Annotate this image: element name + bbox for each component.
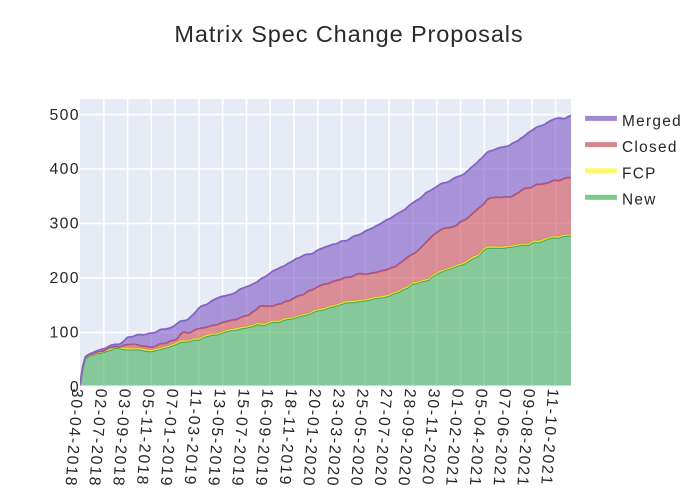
svg-text:Merged: Merged (622, 113, 682, 130)
svg-text:13-05-2019: 13-05-2019 (204, 388, 228, 488)
svg-text:16-09-2019: 16-09-2019 (252, 388, 276, 488)
svg-text:400: 400 (49, 161, 80, 178)
svg-text:07-01-2019: 07-01-2019 (157, 388, 181, 488)
svg-text:09-08-2021: 09-08-2021 (513, 388, 537, 488)
svg-text:200: 200 (49, 270, 80, 287)
svg-text:28-09-2020: 28-09-2020 (394, 388, 418, 488)
svg-text:05-04-2021: 05-04-2021 (466, 388, 490, 488)
svg-text:New: New (622, 192, 657, 209)
svg-text:11-03-2019: 11-03-2019 (180, 388, 204, 487)
svg-text:30-04-2018: 30-04-2018 (62, 388, 86, 488)
svg-text:Closed: Closed (622, 139, 678, 156)
svg-text:Matrix Spec Change Proposals: Matrix Spec Change Proposals (174, 21, 523, 47)
svg-text:11-10-2021: 11-10-2021 (537, 388, 561, 487)
svg-text:30-11-2020: 30-11-2020 (418, 388, 442, 487)
svg-text:15-07-2019: 15-07-2019 (228, 388, 252, 488)
svg-text:300: 300 (49, 216, 80, 233)
svg-text:03-09-2018: 03-09-2018 (109, 388, 133, 488)
svg-text:23-03-2020: 23-03-2020 (323, 388, 347, 488)
svg-text:0: 0 (70, 379, 80, 396)
svg-text:05-11-2018: 05-11-2018 (133, 388, 157, 487)
svg-text:20-01-2020: 20-01-2020 (299, 388, 323, 488)
svg-text:25-05-2020: 25-05-2020 (347, 388, 371, 488)
svg-text:FCP: FCP (622, 165, 657, 182)
svg-text:18-11-2019: 18-11-2019 (276, 388, 300, 487)
svg-text:27-07-2020: 27-07-2020 (371, 388, 395, 488)
svg-text:500: 500 (49, 107, 80, 124)
svg-text:01-02-2021: 01-02-2021 (442, 388, 466, 488)
svg-text:02-07-2018: 02-07-2018 (85, 388, 109, 488)
svg-text:07-06-2021: 07-06-2021 (490, 388, 514, 488)
svg-text:100: 100 (49, 325, 80, 342)
